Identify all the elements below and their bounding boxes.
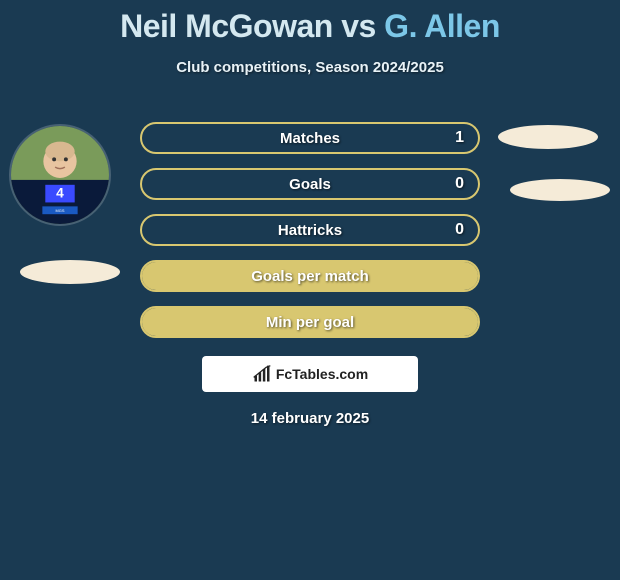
date-text: 14 february 2025	[0, 410, 620, 427]
svg-text:4: 4	[56, 186, 64, 201]
player1-avatar: 4 MGS	[9, 124, 111, 226]
logo-box[interactable]: FcTables.com	[202, 356, 418, 392]
player2-oval-2	[510, 179, 610, 201]
player1-name: Neil McGowan	[120, 8, 333, 44]
player2-name: G. Allen	[384, 8, 500, 44]
stat-label: Min per goal	[266, 314, 354, 331]
stat-value: 0	[455, 221, 464, 239]
stat-label: Goals	[289, 176, 331, 193]
vs-text: vs	[341, 8, 376, 44]
stat-label: Goals per match	[251, 268, 369, 285]
svg-text:MGS: MGS	[56, 208, 65, 213]
logo-text: FcTables.com	[276, 366, 368, 382]
stat-value: 1	[455, 129, 464, 147]
stat-label: Hattricks	[278, 222, 342, 239]
subtitle: Club competitions, Season 2024/2025	[0, 59, 620, 76]
stat-row-min-per-goal: Min per goal	[140, 306, 480, 338]
stat-row-goals-per-match: Goals per match	[140, 260, 480, 292]
stats-container: Matches 1 Goals 0 Hattricks 0 Goals per …	[140, 122, 480, 352]
stat-row-matches: Matches 1	[140, 122, 480, 154]
page-title: Neil McGowan vs G. Allen	[0, 0, 620, 45]
stat-row-goals: Goals 0	[140, 168, 480, 200]
stat-row-hattricks: Hattricks 0	[140, 214, 480, 246]
stat-label: Matches	[280, 130, 340, 147]
stat-value: 0	[455, 175, 464, 193]
player1-shadow-oval	[20, 260, 120, 284]
chart-icon	[252, 364, 272, 384]
player2-oval-1	[498, 125, 598, 149]
